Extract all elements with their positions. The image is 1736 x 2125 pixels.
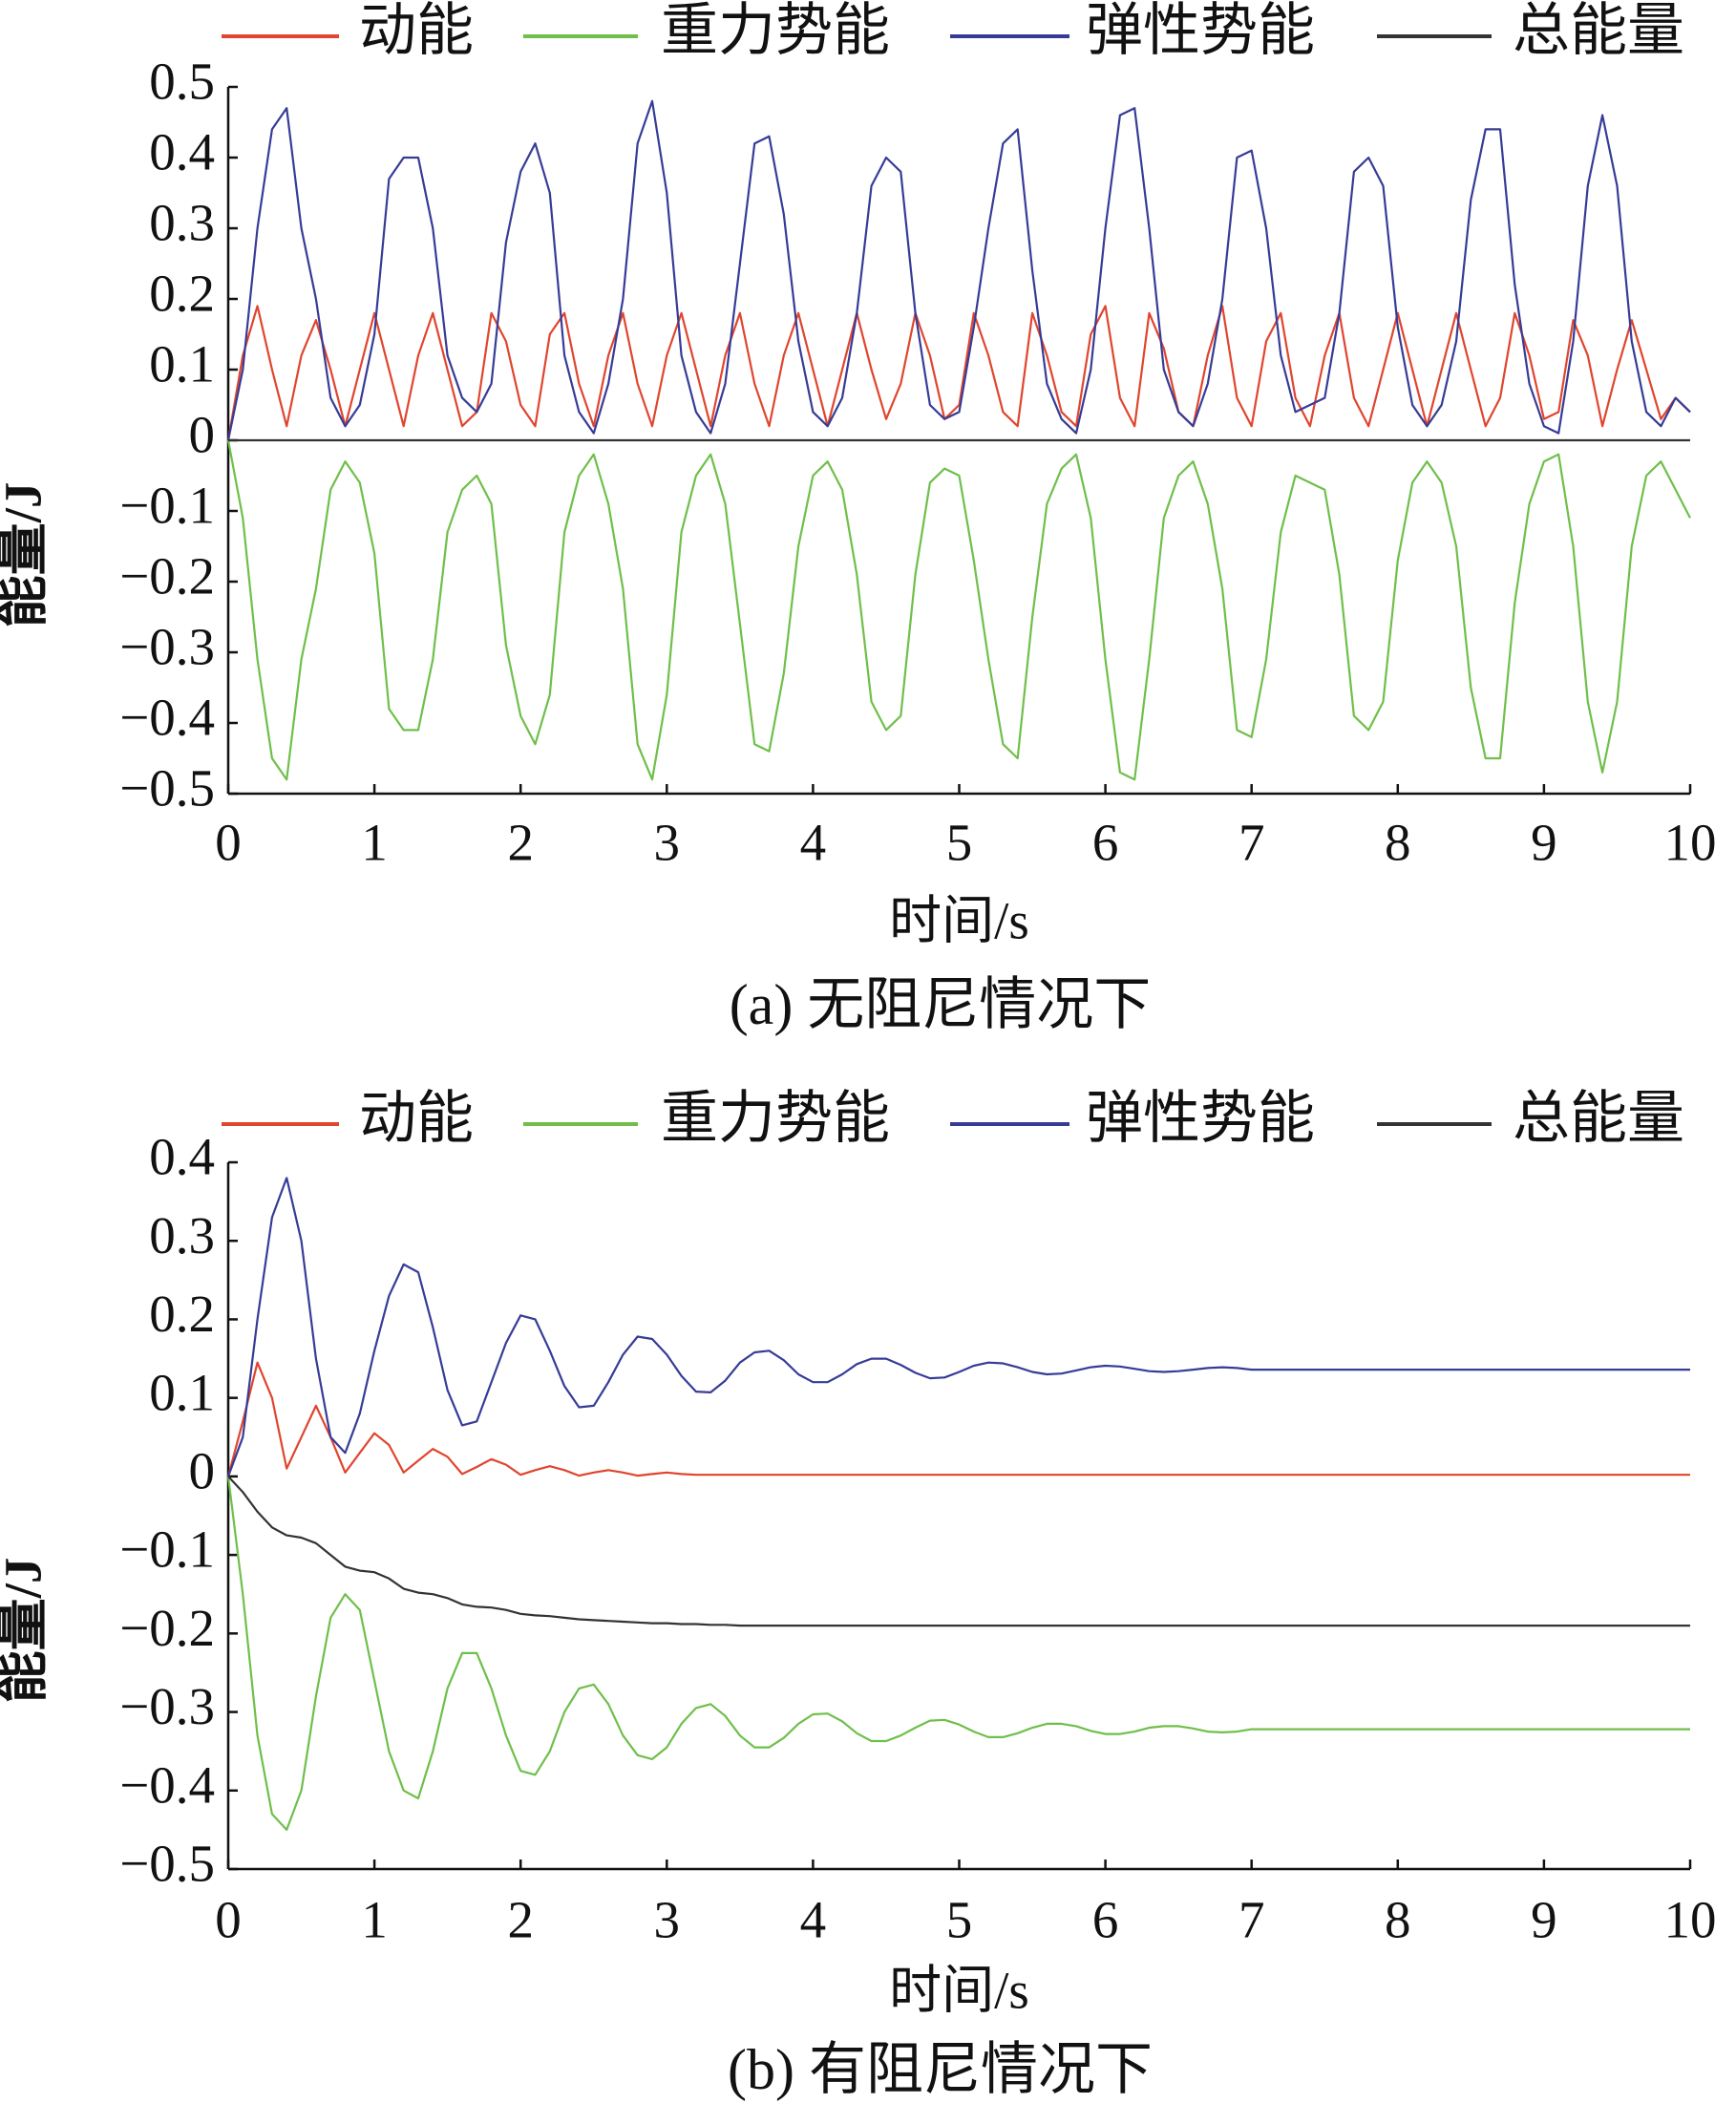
x-tick-label: 6 xyxy=(1092,814,1119,872)
series-line xyxy=(226,439,1691,781)
y-tick-label: 0 xyxy=(189,406,216,464)
x-axis-label: 时间/s xyxy=(889,1962,1029,2020)
x-tick-label: 2 xyxy=(507,1891,534,1949)
x-tick-label: 1 xyxy=(361,1891,388,1949)
y-tick-label: 0.4 xyxy=(149,1128,215,1186)
x-tick-label: 3 xyxy=(654,1891,681,1949)
legend-label: 弹性势能 xyxy=(1086,1087,1315,1150)
legend-label: 动能 xyxy=(359,1087,474,1150)
x-tick-label: 6 xyxy=(1092,1891,1119,1949)
series-line xyxy=(227,1476,1690,1627)
x-tick-label: 0 xyxy=(215,814,242,872)
x-tick-label: 9 xyxy=(1531,814,1557,872)
series-line xyxy=(226,99,1691,441)
x-tick-label: 3 xyxy=(654,814,681,872)
y-tick-label: −0.1 xyxy=(119,1520,215,1579)
x-tick-label: 10 xyxy=(1664,1891,1717,1949)
x-tick-label: 9 xyxy=(1531,1891,1557,1949)
x-tick-label: 10 xyxy=(1664,814,1717,872)
series-line xyxy=(226,1177,1690,1477)
y-tick-label: −0.4 xyxy=(119,1755,215,1814)
x-tick-label: 8 xyxy=(1385,814,1411,872)
y-tick-label: 0.5 xyxy=(149,53,215,111)
x-tick-label: 1 xyxy=(361,814,388,872)
y-tick-label: −0.5 xyxy=(119,759,215,818)
caption: (a) 无阻尼情况下 xyxy=(730,973,1152,1036)
y-tick-label: 0.2 xyxy=(149,265,215,323)
y-tick-label: 0.3 xyxy=(149,1206,215,1264)
y-tick-label: −0.2 xyxy=(119,547,215,606)
x-tick-label: 4 xyxy=(800,1891,827,1949)
y-tick-label: −0.3 xyxy=(119,1677,215,1735)
y-tick-label: 0.1 xyxy=(149,1363,215,1421)
y-tick-label: 0.1 xyxy=(149,335,215,393)
y-tick-label: 0.2 xyxy=(149,1285,215,1343)
y-tick-label: −0.5 xyxy=(119,1835,215,1893)
y-tick-label: 0.4 xyxy=(149,123,215,181)
x-tick-label: 0 xyxy=(215,1891,242,1949)
caption: (b) 有阻尼情况下 xyxy=(728,2038,1153,2101)
series-line xyxy=(226,1361,1690,1477)
legend-label: 重力势能 xyxy=(661,1087,890,1150)
x-tick-label: 7 xyxy=(1238,1891,1265,1949)
legend-label: 总能量 xyxy=(1513,1087,1684,1150)
x-tick-label: 7 xyxy=(1238,814,1265,872)
legend-label: 弹性势能 xyxy=(1086,0,1315,62)
y-tick-label: −0.2 xyxy=(119,1599,215,1657)
series-line xyxy=(226,1476,1690,1832)
y-tick-label: −0.1 xyxy=(119,477,215,535)
x-tick-label: 5 xyxy=(946,814,973,872)
y-tick-label: −0.3 xyxy=(119,618,215,676)
y-axis-label: 能量/J xyxy=(0,482,53,628)
x-tick-label: 5 xyxy=(946,1891,973,1949)
legend-label: 动能 xyxy=(359,0,474,62)
series-line xyxy=(226,305,1691,441)
y-tick-label: −0.4 xyxy=(119,689,215,747)
x-tick-label: 4 xyxy=(800,814,827,872)
y-tick-label: 0.3 xyxy=(149,194,215,252)
x-tick-label: 2 xyxy=(507,814,534,872)
y-tick-label: 0 xyxy=(189,1442,216,1500)
legend-label: 重力势能 xyxy=(661,0,890,62)
y-axis-label: 能量/J xyxy=(0,1558,53,1704)
legend-label: 总能量 xyxy=(1513,0,1684,62)
x-axis-label: 时间/s xyxy=(889,892,1029,950)
x-tick-label: 8 xyxy=(1385,1891,1411,1949)
